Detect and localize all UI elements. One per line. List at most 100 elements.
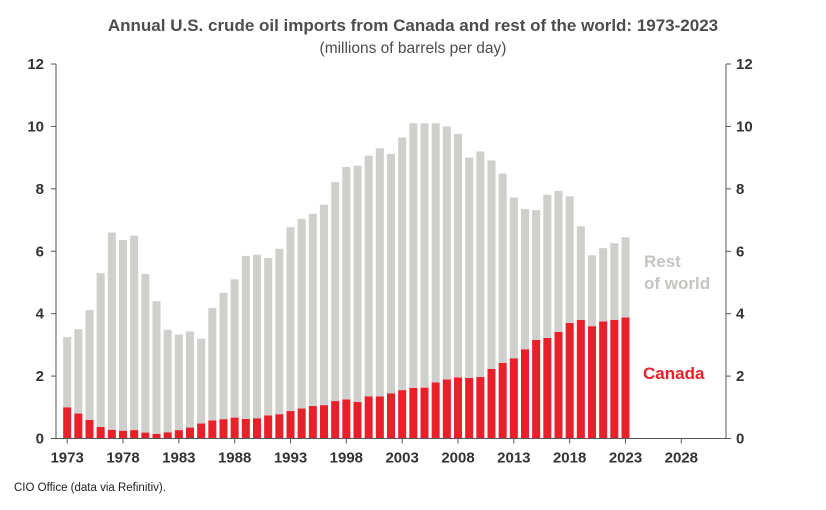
rest-of-world-label-line2: of world <box>644 274 710 293</box>
chart-subtitle: (millions of barrels per day) <box>319 40 507 57</box>
bar-rest-of-world-1994 <box>297 218 306 409</box>
bar-rest-of-world-2004 <box>409 123 418 388</box>
bar-rest-of-world-2014 <box>520 209 530 350</box>
canada-label: Canada <box>643 364 705 383</box>
bar-rest-of-world-1973 <box>63 337 72 408</box>
bar-canada-1979 <box>130 430 139 439</box>
bar-canada-2012 <box>498 362 507 439</box>
x-tick-label-1978: 1978 <box>106 450 139 467</box>
bar-canada-2004 <box>409 387 418 439</box>
y-tick-label-right-6: 6 <box>736 243 744 260</box>
bar-rest-of-world-1979 <box>130 235 139 431</box>
bar-rest-of-world-1986 <box>208 308 217 421</box>
x-tick-label-1983: 1983 <box>162 450 195 467</box>
bar-rest-of-world-2009 <box>465 157 474 378</box>
bar-canada-2016 <box>543 338 552 439</box>
bar-canada-1988 <box>230 417 239 439</box>
bar-canada-2009 <box>465 377 474 439</box>
bar-rest-of-world-1983 <box>174 334 183 431</box>
bar-rest-of-world-1987 <box>219 292 228 420</box>
bar-rest-of-world-1991 <box>264 258 273 416</box>
bar-rest-of-world-1990 <box>252 254 262 419</box>
bar-canada-2017 <box>554 331 563 439</box>
bar-canada-1998 <box>342 399 351 439</box>
x-tick-label-1993: 1993 <box>274 450 307 467</box>
bar-canada-2014 <box>520 349 530 439</box>
bar-canada-2019 <box>576 319 585 439</box>
bar-rest-of-world-2016 <box>543 194 552 339</box>
series-labels-group: Rest of world Canada <box>643 252 710 383</box>
x-tick-label-1973: 1973 <box>50 450 83 467</box>
y-tick-label-right-12: 12 <box>736 56 753 73</box>
bar-canada-2006 <box>431 382 440 439</box>
bar-rest-of-world-2019 <box>576 226 585 320</box>
bar-canada-1984 <box>185 427 195 439</box>
bar-rest-of-world-2002 <box>386 153 396 394</box>
bar-canada-2008 <box>453 377 463 439</box>
bar-rest-of-world-2007 <box>442 126 451 380</box>
bar-canada-1993 <box>286 411 295 439</box>
bar-rest-of-world-1975 <box>85 309 94 420</box>
bar-rest-of-world-2008 <box>453 133 463 378</box>
bar-canada-1980 <box>141 432 150 439</box>
bar-rest-of-world-2006 <box>431 123 440 383</box>
bar-rest-of-world-2021 <box>599 248 608 322</box>
bar-rest-of-world-1996 <box>319 204 329 406</box>
x-tick-label-2003: 2003 <box>385 450 418 467</box>
bar-rest-of-world-2015 <box>532 210 541 340</box>
bar-rest-of-world-1981 <box>152 301 161 434</box>
bar-canada-2021 <box>599 321 608 439</box>
y-tick-label-left-2: 2 <box>36 368 44 385</box>
bar-rest-of-world-2001 <box>375 148 384 397</box>
y-tick-label-right-2: 2 <box>736 368 744 385</box>
bar-rest-of-world-1974 <box>74 329 83 414</box>
bar-rest-of-world-2020 <box>587 255 597 327</box>
bar-canada-2010 <box>476 377 485 439</box>
bar-canada-1989 <box>241 418 250 439</box>
bar-rest-of-world-2012 <box>498 173 507 363</box>
bar-rest-of-world-1995 <box>308 213 317 407</box>
bar-canada-2001 <box>375 396 384 439</box>
bar-rest-of-world-1982 <box>163 329 172 433</box>
x-tick-label-1988: 1988 <box>218 450 251 467</box>
bar-canada-1973 <box>63 407 72 439</box>
bar-rest-of-world-1997 <box>331 181 340 402</box>
y-tick-label-left-0: 0 <box>36 431 44 448</box>
bar-rest-of-world-1993 <box>286 227 295 412</box>
bar-canada-2022 <box>610 319 619 439</box>
bar-rest-of-world-1980 <box>141 274 150 433</box>
bar-rest-of-world-2011 <box>487 160 496 369</box>
bar-canada-2000 <box>364 396 373 439</box>
bar-canada-2020 <box>587 326 597 439</box>
bar-canada-1996 <box>319 405 329 439</box>
x-tick-label-2008: 2008 <box>441 450 474 467</box>
bar-rest-of-world-2010 <box>476 151 485 378</box>
x-tick-label-2023: 2023 <box>609 450 642 467</box>
bar-rest-of-world-2003 <box>398 137 407 391</box>
bar-rest-of-world-2017 <box>554 191 563 332</box>
y-tick-label-right-0: 0 <box>736 431 744 448</box>
bar-rest-of-world-1978 <box>118 240 128 431</box>
bar-canada-1990 <box>252 418 262 439</box>
bar-canada-1995 <box>308 406 317 439</box>
rest-of-world-label-line1: Rest <box>644 252 681 271</box>
bars-group <box>63 123 630 439</box>
x-tick-label-1998: 1998 <box>330 450 363 467</box>
bar-canada-2018 <box>565 323 574 439</box>
chart-title: Annual U.S. crude oil imports from Canad… <box>107 16 719 35</box>
bar-rest-of-world-1977 <box>107 232 116 430</box>
y-tick-label-right-8: 8 <box>736 181 744 198</box>
bar-canada-1974 <box>74 413 83 439</box>
bar-canada-1982 <box>163 432 172 439</box>
bar-rest-of-world-1989 <box>241 255 250 419</box>
bar-canada-2005 <box>420 387 429 439</box>
bar-canada-1991 <box>264 415 273 439</box>
y-tick-label-left-6: 6 <box>36 243 44 260</box>
y-tick-label-right-10: 10 <box>736 118 753 135</box>
bar-canada-1997 <box>331 401 340 439</box>
bar-rest-of-world-2013 <box>509 197 518 359</box>
bar-canada-1975 <box>85 419 94 439</box>
bar-canada-1977 <box>107 429 116 439</box>
bar-rest-of-world-1985 <box>197 338 206 424</box>
